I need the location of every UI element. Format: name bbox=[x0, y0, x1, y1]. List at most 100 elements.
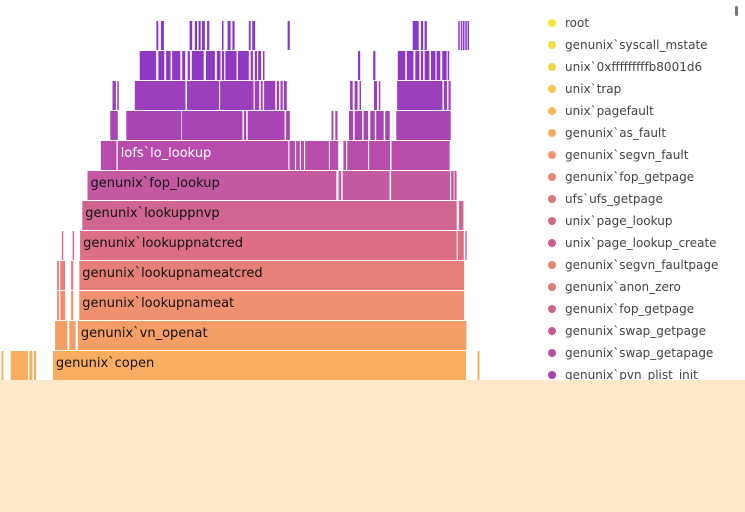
frame[interactable] bbox=[420, 51, 424, 80]
frame-rect[interactable] bbox=[424, 21, 427, 50]
frame[interactable] bbox=[442, 51, 447, 80]
frame[interactable] bbox=[244, 111, 247, 140]
frame-rect[interactable] bbox=[250, 51, 253, 80]
frame-rect[interactable] bbox=[134, 81, 186, 110]
frame[interactable] bbox=[335, 111, 338, 140]
frame[interactable] bbox=[415, 51, 420, 80]
frame[interactable] bbox=[458, 201, 464, 230]
legend-item[interactable]: genunix`anon_zero bbox=[540, 276, 730, 298]
frame[interactable] bbox=[60, 261, 66, 290]
frame[interactable] bbox=[61, 231, 64, 260]
frame-rect[interactable] bbox=[397, 81, 443, 110]
frame[interactable] bbox=[463, 21, 465, 50]
frame-rect[interactable] bbox=[1, 351, 4, 380]
frame[interactable] bbox=[354, 81, 358, 110]
frame[interactable] bbox=[358, 51, 361, 80]
frame-rect[interactable] bbox=[52, 351, 467, 380]
frame-rect[interactable] bbox=[126, 111, 182, 140]
frame-rect[interactable] bbox=[244, 111, 247, 140]
frame[interactable] bbox=[369, 141, 390, 170]
frame-rect[interactable] bbox=[363, 111, 369, 140]
frame[interactable] bbox=[424, 21, 427, 50]
legend-item[interactable]: genunix`syscall_mstate bbox=[540, 34, 730, 56]
frame[interactable] bbox=[238, 51, 249, 80]
frame[interactable] bbox=[232, 21, 235, 50]
frame[interactable] bbox=[160, 21, 164, 50]
frame[interactable] bbox=[451, 171, 454, 200]
frame-rect[interactable] bbox=[283, 81, 287, 110]
frame-rect[interactable] bbox=[110, 111, 118, 140]
frame-rect[interactable] bbox=[457, 231, 464, 260]
frame[interactable] bbox=[338, 171, 342, 200]
frame-rect[interactable] bbox=[160, 21, 164, 50]
frame-rect[interactable] bbox=[29, 351, 33, 380]
legend-item[interactable]: unix`0xfffffffffb8001d6 bbox=[540, 56, 730, 78]
frame[interactable] bbox=[156, 21, 159, 50]
frame[interactable] bbox=[254, 51, 257, 80]
frame[interactable] bbox=[397, 81, 443, 110]
frame-rect[interactable] bbox=[358, 51, 361, 80]
frame[interactable] bbox=[283, 81, 287, 110]
frame-rect[interactable] bbox=[385, 111, 390, 140]
frame[interactable] bbox=[1, 351, 4, 380]
frame[interactable] bbox=[448, 81, 451, 110]
frame-rect[interactable] bbox=[187, 51, 190, 80]
frame[interactable] bbox=[460, 21, 463, 50]
frame-rect[interactable] bbox=[187, 81, 219, 110]
legend-item[interactable]: unix`pagefault bbox=[540, 100, 730, 122]
legend-item[interactable]: unix`trap bbox=[540, 78, 730, 100]
frame-rect[interactable] bbox=[248, 21, 251, 50]
frame[interactable] bbox=[431, 51, 436, 80]
frame-rect[interactable] bbox=[71, 291, 74, 320]
legend-item[interactable]: unix`page_lookup_create bbox=[540, 232, 730, 254]
frame-rect[interactable] bbox=[330, 141, 339, 170]
frame[interactable] bbox=[69, 321, 76, 350]
frame[interactable] bbox=[376, 111, 384, 140]
frame-rect[interactable] bbox=[216, 51, 221, 80]
frame-rect[interactable] bbox=[465, 231, 467, 260]
frame[interactable] bbox=[305, 141, 329, 170]
frame[interactable] bbox=[444, 81, 447, 110]
frame[interactable] bbox=[420, 21, 424, 50]
frame-rect[interactable] bbox=[338, 171, 342, 200]
frame-rect[interactable] bbox=[182, 51, 186, 80]
frame-rect[interactable] bbox=[460, 21, 463, 50]
frame-rect[interactable] bbox=[454, 171, 457, 200]
frame-rect[interactable] bbox=[374, 81, 377, 110]
legend-item[interactable]: genunix`pvn_plist_init bbox=[540, 364, 730, 380]
legend-item[interactable]: genunix`segvn_fault bbox=[540, 144, 730, 166]
frame[interactable] bbox=[187, 51, 190, 80]
frame[interactable] bbox=[350, 81, 353, 110]
frame-rect[interactable] bbox=[254, 81, 260, 110]
frame[interactable] bbox=[57, 261, 59, 290]
frame-genunix-lookuppnvp[interactable]: genunix`lookuppnvp bbox=[82, 201, 457, 230]
frame-rect[interactable] bbox=[254, 51, 257, 80]
frame-rect[interactable] bbox=[100, 141, 117, 170]
frame-rect[interactable] bbox=[60, 291, 66, 320]
frame-rect[interactable] bbox=[33, 351, 37, 380]
frame[interactable] bbox=[71, 291, 74, 320]
frame-rect[interactable] bbox=[331, 111, 334, 140]
frame[interactable] bbox=[406, 51, 414, 80]
frame[interactable] bbox=[181, 111, 243, 140]
frame[interactable] bbox=[194, 21, 197, 50]
frame-rect[interactable] bbox=[301, 141, 304, 170]
frame-rect[interactable] bbox=[222, 51, 225, 80]
frame[interactable] bbox=[330, 141, 339, 170]
frame[interactable] bbox=[191, 51, 204, 80]
frame[interactable] bbox=[397, 51, 406, 80]
frame-rect[interactable] bbox=[289, 141, 295, 170]
frame[interactable] bbox=[247, 111, 285, 140]
frame-rect[interactable] bbox=[139, 51, 157, 80]
legend-item[interactable]: genunix`swap_getpage bbox=[540, 320, 730, 342]
frame-rect[interactable] bbox=[172, 51, 181, 80]
frame-rect[interactable] bbox=[354, 81, 358, 110]
frame-genunix-vn-openat[interactable]: genunix`vn_openat bbox=[77, 321, 467, 350]
frame[interactable] bbox=[263, 51, 265, 80]
legend-item[interactable]: genunix`swap_getapage bbox=[540, 342, 730, 364]
frame-rect[interactable] bbox=[258, 51, 262, 80]
frame[interactable] bbox=[359, 81, 362, 110]
frame[interactable] bbox=[60, 291, 66, 320]
frame-rect[interactable] bbox=[117, 141, 289, 170]
frame[interactable] bbox=[126, 111, 182, 140]
